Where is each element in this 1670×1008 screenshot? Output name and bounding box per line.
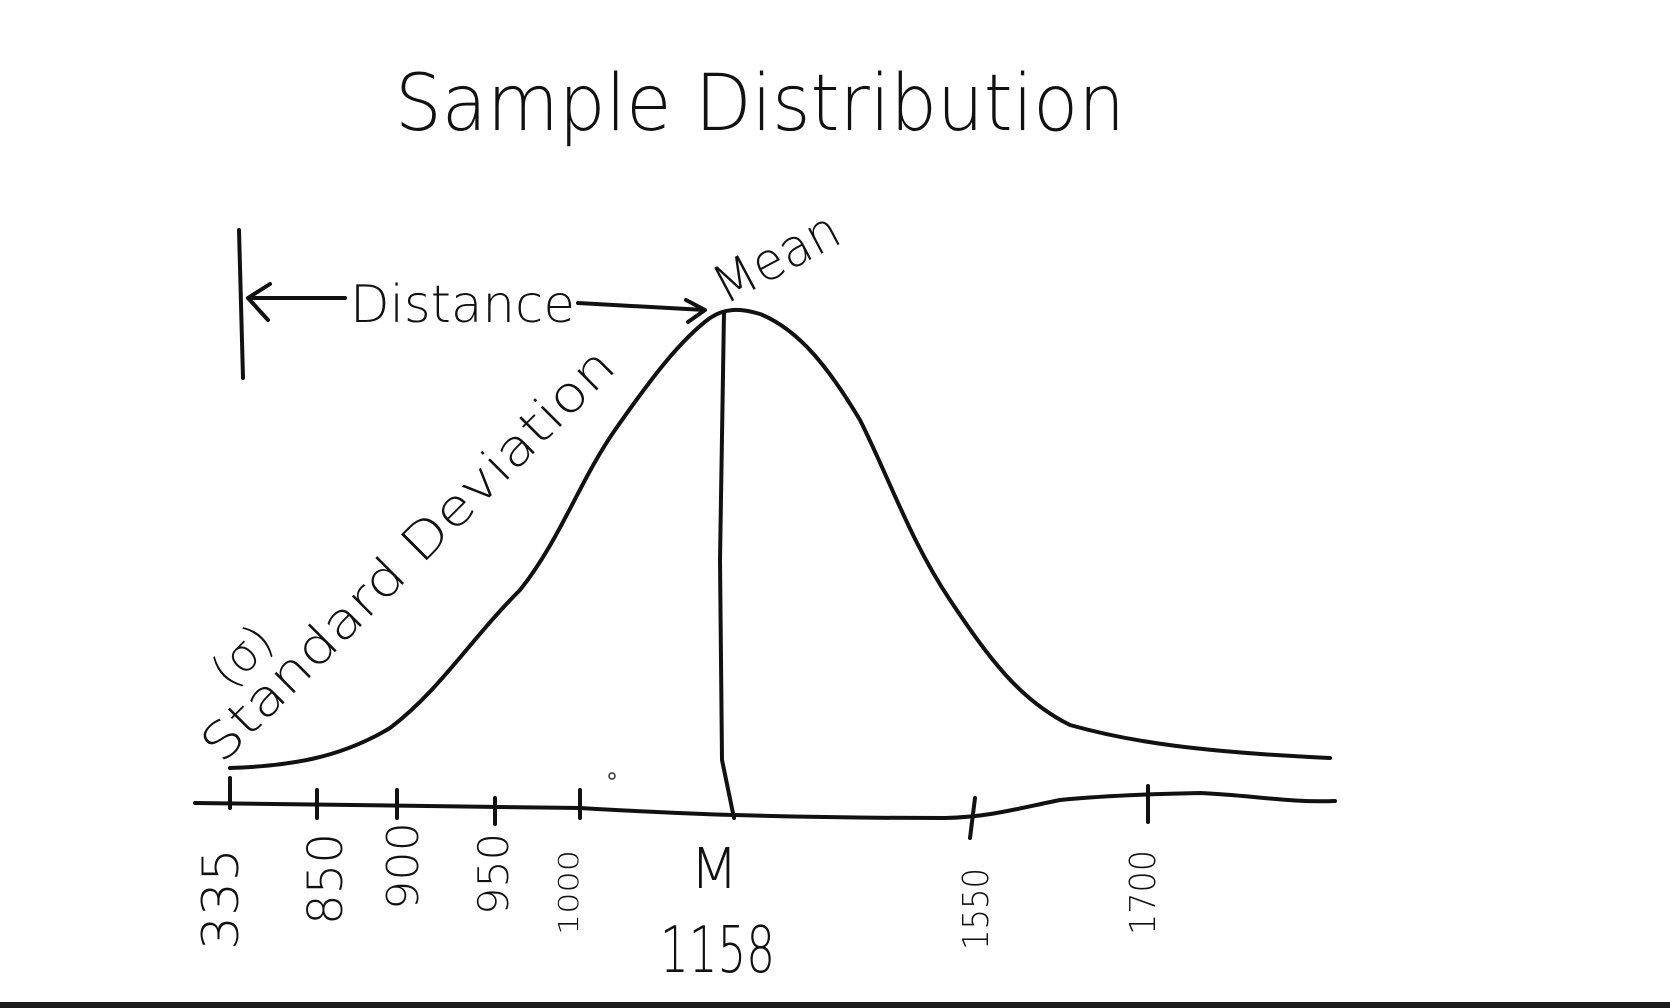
mean-value-label: 1158 (660, 914, 775, 988)
distance-arrow-left (246, 282, 347, 322)
diagram-title: Sample Distribution (395, 59, 1125, 149)
mean-line (718, 310, 736, 820)
tick-label-1000: 1000 (552, 850, 585, 935)
bottom-border-bar (0, 1002, 1670, 1008)
mu-symbol: M (690, 837, 738, 902)
tick-label-900: 900 (378, 822, 429, 910)
distance-arrow-right (576, 298, 707, 324)
tick-label-335: 335 (192, 848, 250, 950)
mean-label: Mean (703, 200, 850, 316)
tick-label-850: 850 (298, 833, 354, 925)
tick-mark (968, 796, 977, 840)
distance-label: Distance (350, 275, 575, 335)
tick-label-950: 950 (469, 833, 518, 915)
left-reference-line (237, 228, 245, 380)
tick-marks (228, 776, 1150, 840)
tick-label-1550: 1550 (956, 868, 997, 950)
tick-label-1700: 1700 (1123, 850, 1164, 935)
std-dev-label: Standard Deviation (189, 336, 626, 773)
x-axis (193, 791, 1337, 820)
distribution-curve (228, 307, 1332, 770)
stray-dot (608, 772, 616, 780)
